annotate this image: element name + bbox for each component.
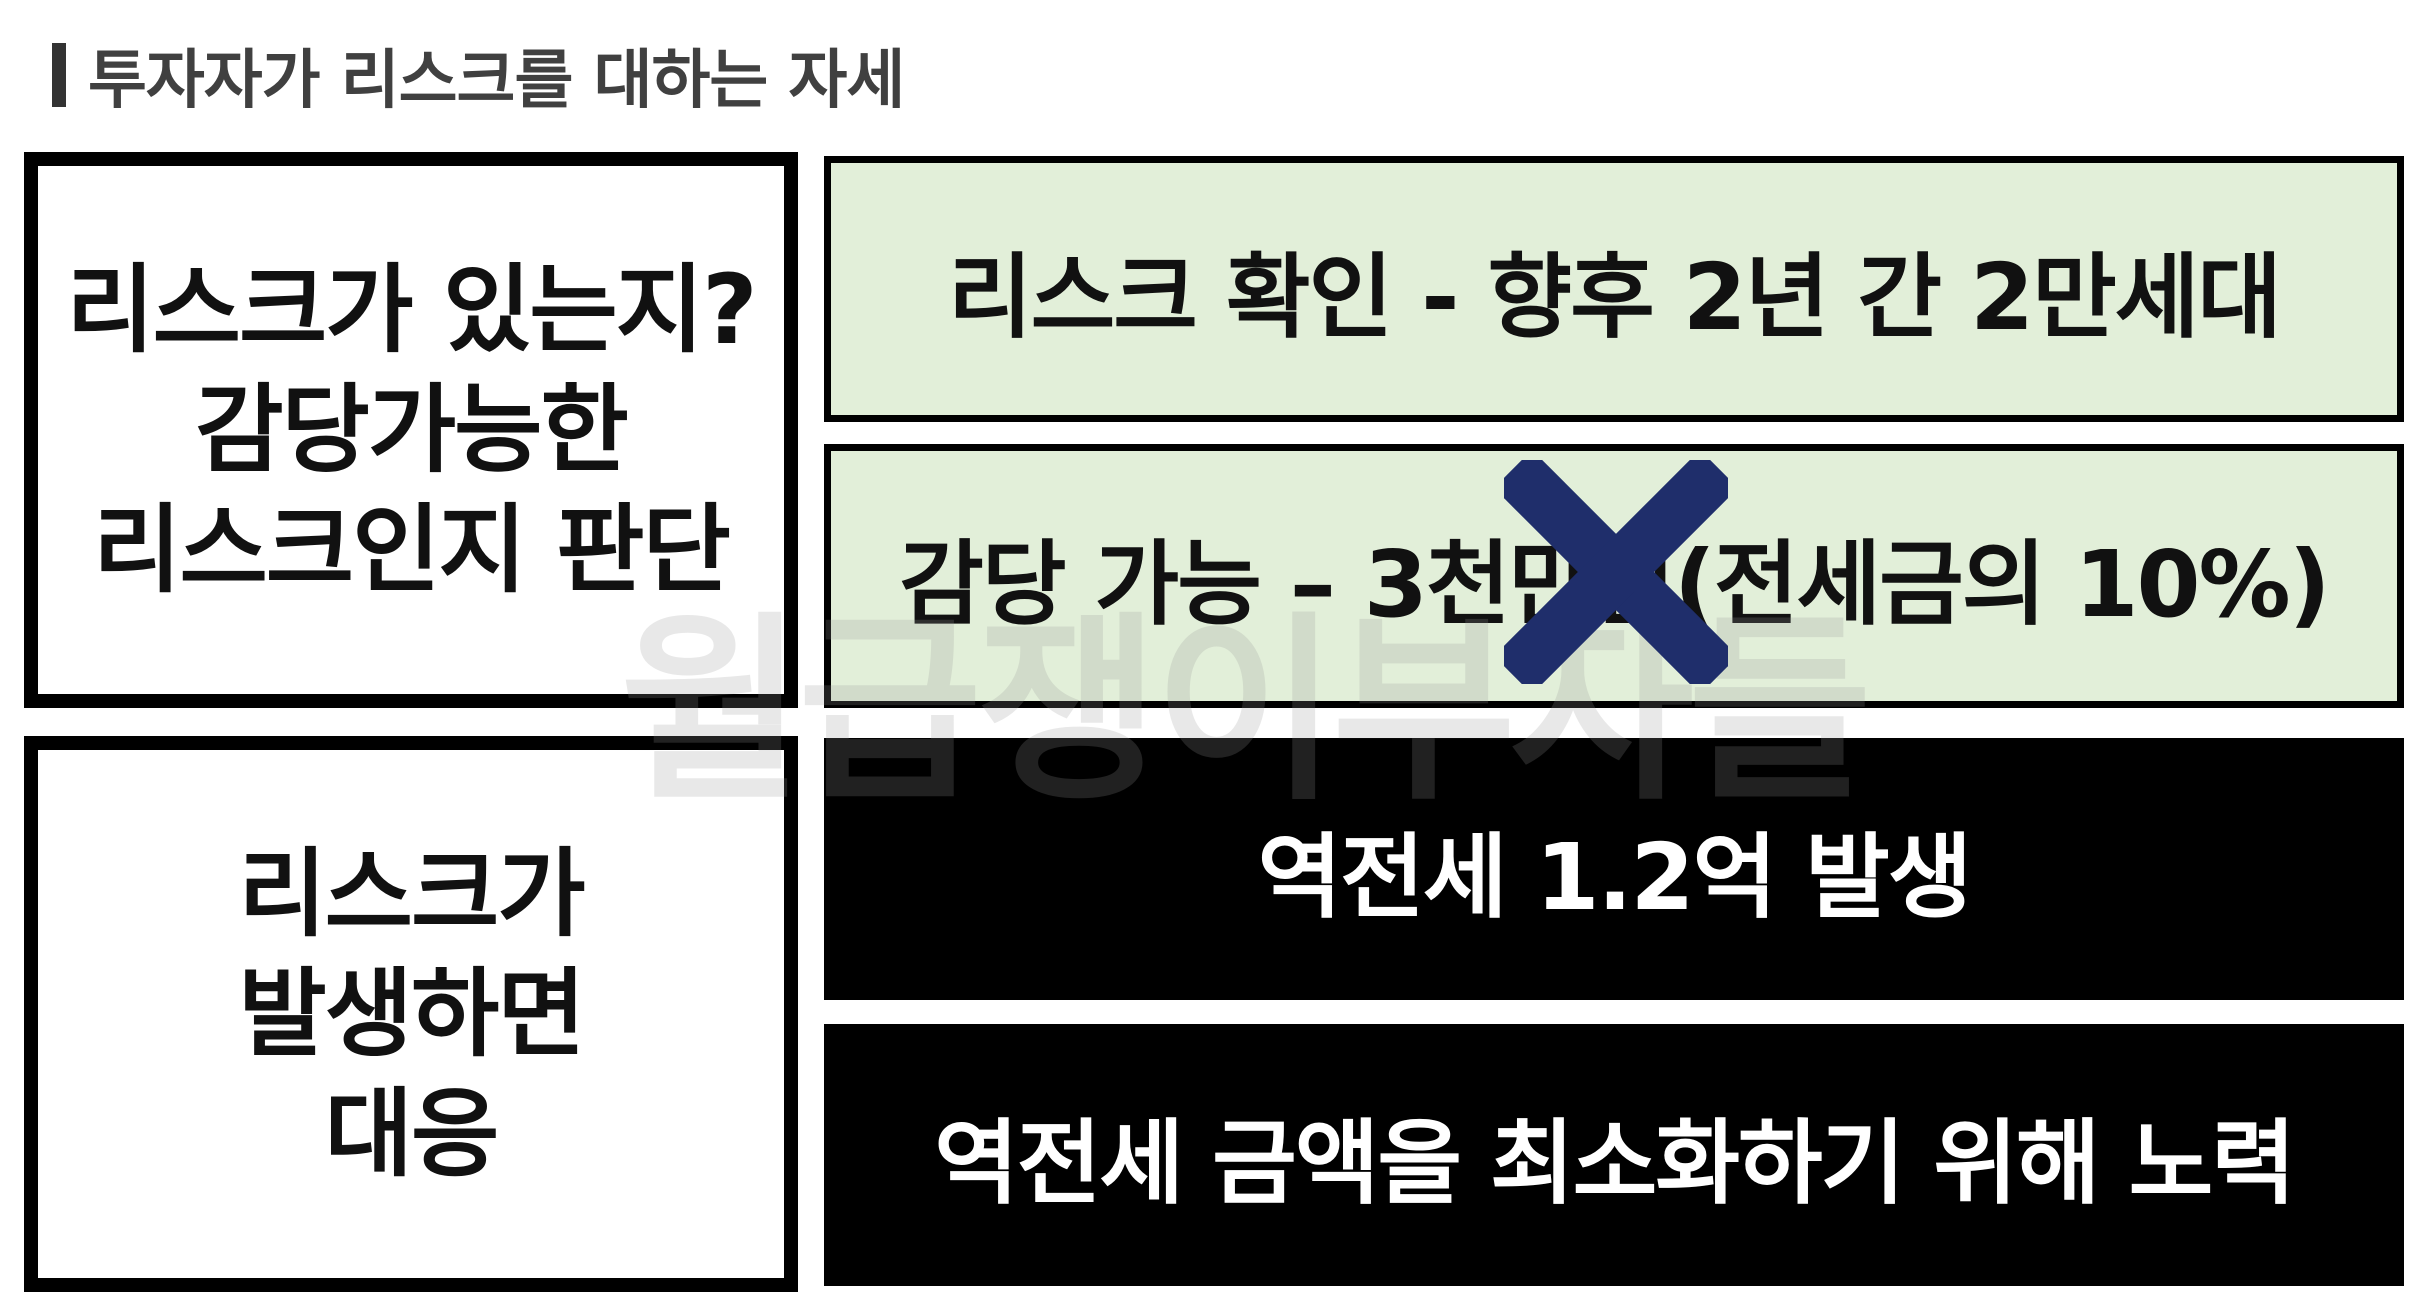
risk-confirm-box: 리스크 확인 - 향후 2년 간 2만세대 — [824, 156, 2404, 422]
respond-risk-line-3: 대응 — [324, 1078, 500, 1190]
assess-risk-line-2: 감당가능한 — [195, 374, 629, 486]
reverse-jeonse-box: 역전세 1.2억 발생 — [824, 738, 2404, 1000]
reverse-jeonse-text: 역전세 1.2억 발생 — [1257, 823, 1973, 931]
respond-risk-line-1: 리스크가 — [238, 838, 585, 950]
title-accent-bar — [52, 43, 66, 107]
page-title: 투자자가 리스크를 대하는 자세 — [52, 38, 905, 118]
minimize-effort-box: 역전세 금액을 최소화하기 위해 노력 — [824, 1024, 2404, 1286]
risk-confirm-text: 리스크 확인 - 향후 2년 간 2만세대 — [947, 243, 2282, 351]
page-title-text: 투자자가 리스크를 대하는 자세 — [88, 44, 905, 118]
assess-risk-box: 리스크가 있는지? 감당가능한 리스크인지 판단 — [24, 152, 798, 708]
respond-risk-line-2: 발생하면 — [238, 958, 585, 1070]
assess-risk-line-1: 리스크가 있는지? — [66, 254, 757, 366]
x-mark-icon — [1504, 460, 1728, 684]
respond-risk-box: 리스크가 발생하면 대응 — [24, 736, 798, 1292]
assess-risk-line-3: 리스크인지 판단 — [93, 494, 731, 606]
minimize-effort-text: 역전세 금액을 최소화하기 위해 노력 — [934, 1109, 2296, 1217]
